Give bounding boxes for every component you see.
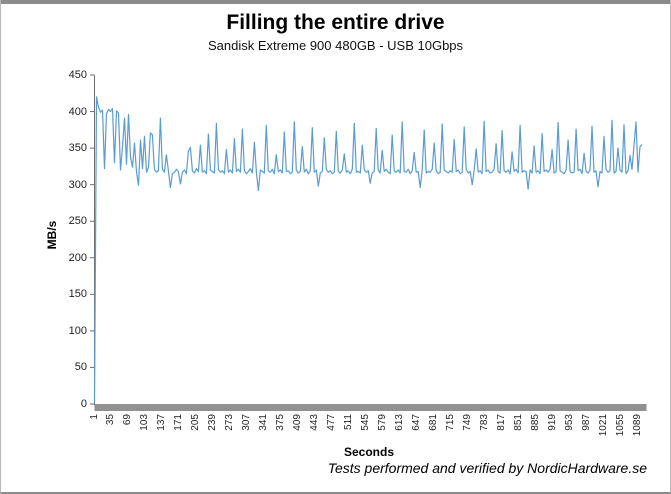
y-tick-label: 0 xyxy=(80,398,87,410)
y-tick-label: 50 xyxy=(74,361,87,374)
x-tick-label: 545 xyxy=(360,414,372,431)
x-tick-label: 613 xyxy=(394,414,406,431)
x-tick-label: 35 xyxy=(105,414,117,426)
x-tick-label: 783 xyxy=(479,414,491,431)
footer-credit: Tests performed and verified by NordicHa… xyxy=(327,460,647,476)
x-tick-label: 647 xyxy=(411,414,423,431)
y-tick-label: 100 xyxy=(68,324,87,337)
y-tick-label: 450 xyxy=(68,69,87,81)
x-tick-label: 1089 xyxy=(632,414,643,437)
y-tick-label: 350 xyxy=(68,142,87,155)
y-tick-label: 400 xyxy=(68,105,87,118)
x-tick-label: 1055 xyxy=(615,414,627,437)
chart-subtitle: Sandisk Extreme 900 480GB - USB 10Gbps xyxy=(207,38,464,53)
x-tick-label: 681 xyxy=(428,414,440,431)
x-tick-label: 885 xyxy=(530,414,542,431)
x-tick-label: 443 xyxy=(309,414,321,431)
x-tick-label: 749 xyxy=(462,414,474,431)
x-tick-label: 987 xyxy=(581,414,593,431)
x-tick-label: 511 xyxy=(343,414,355,430)
x-tick-label: 103 xyxy=(139,414,151,431)
x-tick-label: 579 xyxy=(377,414,389,431)
x-tick-label: 817 xyxy=(496,414,508,431)
x-tick-label: 273 xyxy=(224,414,236,431)
x-tick-label: 307 xyxy=(241,414,253,431)
x-tick-label: 953 xyxy=(564,414,576,431)
window-top-bar xyxy=(1,0,670,4)
y-tick-label: 200 xyxy=(68,251,87,264)
x-tick-label: 1021 xyxy=(598,414,610,437)
x-tick-label: 715 xyxy=(445,414,457,431)
x-tick-label: 375 xyxy=(275,414,287,431)
x-tick-label: 137 xyxy=(156,414,168,431)
x-tick-label: 409 xyxy=(292,414,304,431)
x-tick-label: 341 xyxy=(258,414,270,431)
x-axis-baseline-bar xyxy=(94,404,647,411)
x-tick-label: 69 xyxy=(122,414,134,426)
y-tick-label: 300 xyxy=(68,178,87,191)
x-tick-label: 239 xyxy=(207,414,219,431)
y-axis-title: MB/s xyxy=(45,220,59,250)
x-tick-label: 919 xyxy=(547,414,559,431)
y-tick-label: 150 xyxy=(68,288,87,301)
x-tick-label: 851 xyxy=(513,414,525,431)
chart-title: Filling the entire drive xyxy=(226,11,445,34)
x-tick-label: 477 xyxy=(326,414,338,431)
x-tick-label: 171 xyxy=(173,414,185,431)
y-tick-label: 250 xyxy=(68,215,87,228)
x-tick-label: 1 xyxy=(88,414,100,420)
x-tick-label: 205 xyxy=(190,414,202,431)
x-axis-title: Seconds xyxy=(343,445,394,459)
throughput-line-series xyxy=(93,96,643,403)
